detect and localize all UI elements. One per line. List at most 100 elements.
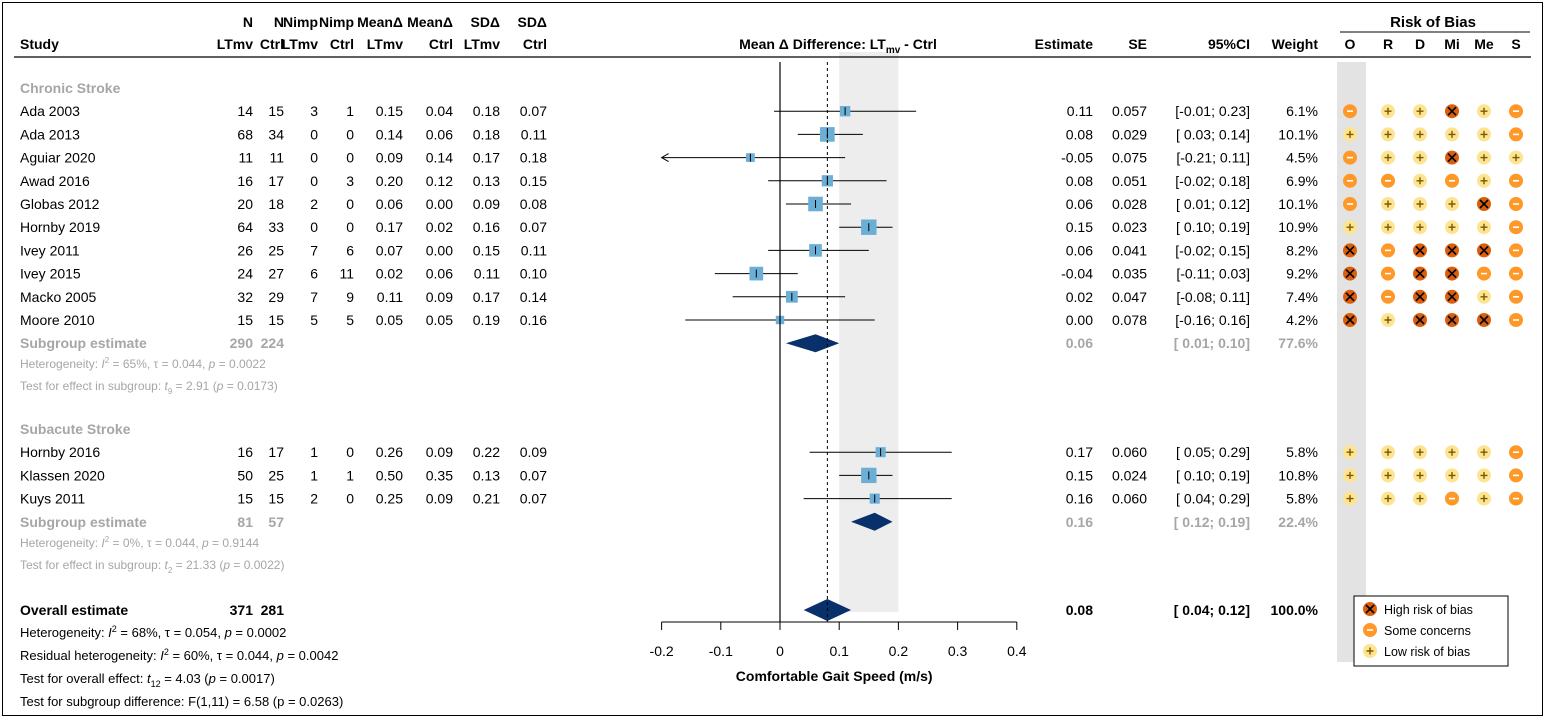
- study-se: 0.028: [1112, 196, 1147, 212]
- study-name: Klassen 2020: [20, 467, 105, 483]
- study-sd-lt: 0.21: [473, 491, 500, 507]
- low-risk-plus: [1384, 107, 1392, 115]
- header-col-top: SDΔ: [517, 14, 547, 30]
- study-sd-lt: 0.13: [473, 467, 500, 483]
- study-nimp-ctrl: 0: [346, 491, 354, 507]
- low-risk-plus: [1416, 177, 1424, 185]
- header-col-bottom: LTmv: [217, 36, 254, 52]
- study-sd-ctrl: 0.07: [520, 103, 547, 119]
- low-risk-plus: [1448, 130, 1456, 138]
- study-nimp-lt: 7: [310, 289, 318, 305]
- subgroup-diamond: [785, 334, 840, 353]
- high-risk-cross: [1447, 269, 1457, 279]
- subgroup-estimate: 0.16: [1066, 514, 1093, 530]
- low-risk-plus: [1416, 448, 1424, 456]
- study-ci: [-0.02; 0.15]: [1175, 242, 1250, 258]
- low-risk-plus: [1384, 130, 1392, 138]
- study-estimate: 0.08: [1066, 173, 1093, 189]
- study-sd-lt: 0.22: [473, 444, 500, 460]
- study-n-ctrl: 25: [268, 242, 284, 258]
- study-weight: 9.2%: [1286, 266, 1318, 282]
- header-study: Study: [20, 36, 59, 52]
- header-weight: Weight: [1272, 36, 1319, 52]
- study-name: Aguiar 2020: [20, 150, 96, 166]
- header-col-bottom: Ctrl: [260, 36, 284, 52]
- high-risk-cross: [1365, 604, 1375, 614]
- overall-n-lt: 371: [230, 602, 254, 618]
- x-tick-label: 0: [776, 643, 784, 659]
- low-risk-plus: [1448, 448, 1456, 456]
- low-risk-plus: [1416, 223, 1424, 231]
- study-ci: [ 0.05; 0.29]: [1176, 444, 1250, 460]
- study-name: Hornby 2016: [20, 444, 100, 460]
- study-sd-ctrl: 0.16: [520, 312, 547, 328]
- study-sd-lt: 0.11: [474, 266, 500, 282]
- header-col-bottom: Ctrl: [523, 36, 547, 52]
- subgroup-weight: 22.4%: [1278, 514, 1318, 530]
- overall-heterogeneity: Heterogeneity: I2 = 68%, τ = 0.054, p = …: [20, 624, 286, 640]
- x-tick-label: -0.1: [709, 643, 733, 659]
- study-mean-ctrl: 0.06: [426, 126, 453, 142]
- study-mean-lt: 0.14: [376, 126, 403, 142]
- study-n-ctrl: 34: [268, 126, 284, 142]
- study-estimate: 0.16: [1066, 491, 1093, 507]
- study-n-lt: 68: [237, 126, 253, 142]
- header-col-bottom: LTmv: [464, 36, 501, 52]
- study-sd-lt: 0.15: [473, 242, 500, 258]
- study-se: 0.057: [1112, 103, 1147, 119]
- subgroup-ci: [ 0.01; 0.10]: [1174, 335, 1250, 351]
- rob-legend-box: [1353, 595, 1509, 667]
- study-se: 0.024: [1112, 467, 1147, 483]
- study-weight: 4.2%: [1286, 312, 1318, 328]
- subgroup-estimate-label: Subgroup estimate: [20, 514, 147, 530]
- low-risk-plus: [1480, 107, 1488, 115]
- header-col-bottom: Ctrl: [429, 36, 453, 52]
- study-nimp-lt: 5: [310, 312, 318, 328]
- low-risk-plus: [1480, 495, 1488, 503]
- legend-label: Low risk of bias: [1384, 645, 1470, 659]
- high-risk-cross: [1345, 269, 1355, 279]
- study-mean-ctrl: 0.09: [426, 491, 453, 507]
- study-sd-ctrl: 0.09: [520, 444, 547, 460]
- study-mean-ctrl: 0.06: [426, 266, 453, 282]
- study-mean-lt: 0.09: [376, 150, 403, 166]
- low-risk-plus: [1346, 448, 1354, 456]
- study-mean-ctrl: 0.00: [426, 196, 453, 212]
- study-weight: 7.4%: [1286, 289, 1318, 305]
- x-tick-label: 0.4: [1007, 643, 1027, 659]
- study-mean-ctrl: 0.04: [426, 103, 453, 119]
- rob-title: Risk of Bias: [1390, 14, 1476, 31]
- overall-estimate: 0.08: [1066, 602, 1093, 618]
- study-sd-lt: 0.19: [473, 312, 500, 328]
- study-nimp-lt: 7: [310, 242, 318, 258]
- study-nimp-lt: 6: [310, 266, 318, 282]
- study-se: 0.041: [1112, 242, 1147, 258]
- high-risk-cross: [1345, 292, 1355, 302]
- overall-label: Overall estimate: [20, 602, 128, 618]
- header-col-top: SDΔ: [470, 14, 500, 30]
- study-n-lt: 14: [237, 103, 253, 119]
- study-n-ctrl: 17: [268, 173, 284, 189]
- header-col-bottom: LTmv: [282, 36, 319, 52]
- subgroup-estimate-label: Subgroup estimate: [20, 335, 147, 351]
- study-weight: 8.2%: [1286, 242, 1318, 258]
- low-risk-plus: [1448, 471, 1456, 479]
- low-risk-plus: [1346, 495, 1354, 503]
- study-estimate: 0.06: [1066, 196, 1093, 212]
- low-risk-plus: [1346, 471, 1354, 479]
- overall-weight: 100.0%: [1271, 602, 1319, 618]
- study-weight: 10.8%: [1278, 467, 1318, 483]
- low-risk-plus: [1384, 448, 1392, 456]
- study-nimp-ctrl: 1: [346, 467, 354, 483]
- study-se: 0.047: [1112, 289, 1147, 305]
- study-se: 0.035: [1112, 266, 1147, 282]
- study-name: Ivey 2011: [20, 242, 80, 258]
- study-sd-ctrl: 0.08: [520, 196, 547, 212]
- study-n-lt: 20: [237, 196, 253, 212]
- low-risk-plus: [1346, 223, 1354, 231]
- study-mean-ctrl: 0.02: [426, 219, 453, 235]
- study-estimate: 0.06: [1066, 242, 1093, 258]
- study-mean-lt: 0.50: [376, 467, 403, 483]
- study-mean-lt: 0.15: [376, 103, 403, 119]
- study-n-ctrl: 29: [268, 289, 284, 305]
